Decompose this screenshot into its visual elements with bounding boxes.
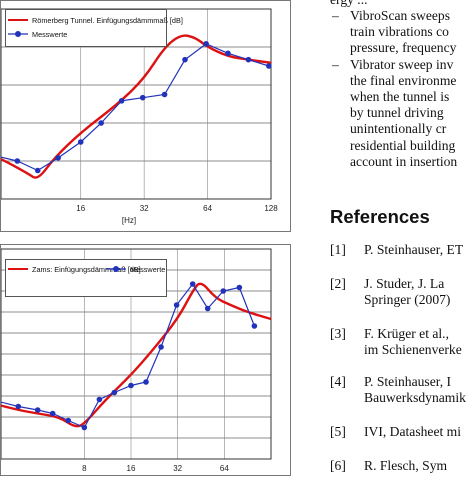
reference-line: IVI, Datasheet mi: [364, 424, 462, 439]
legend-label: Römerberg Tunnel. Einfügungsdämmmaß [dB]: [32, 15, 183, 25]
data-point: [98, 120, 104, 126]
x-axis-label: [Hz]: [122, 216, 136, 225]
reference-number: [2]: [330, 276, 346, 291]
x-tick-label: 64: [203, 204, 212, 213]
legend-blue-marker-icon: [8, 29, 28, 39]
paper-body-text: ergy ... – VibroScan sweeps train vibrat…: [330, 0, 474, 170]
reference-line: F. Krüger et al.,: [364, 326, 449, 341]
legend-entry-red: Zams: Einfügungsdämmmaß [dB]: [8, 264, 141, 274]
legend-red-line-icon: [8, 15, 28, 25]
body-line: unintentionally cr: [350, 121, 447, 137]
chart-panel-top: 16 32 64 128 [Hz] Römerberg Tunnel. Einfügun…: [0, 0, 291, 232]
data-point: [266, 63, 272, 69]
data-point: [81, 424, 88, 431]
data-point: [139, 94, 146, 101]
body-line: account in insertion: [350, 153, 458, 169]
data-point: [34, 167, 41, 174]
series-line-red: [1, 282, 272, 428]
x-tick-label: 16: [127, 464, 136, 473]
legend-entry-red: Römerberg Tunnel. Einfügungsdämmmaß [dB]: [8, 15, 183, 25]
body-line: train vibrations co: [350, 24, 449, 40]
x-tick-label: 32: [140, 204, 149, 213]
data-point: [225, 50, 231, 57]
reference-line: J. Studer, J. La: [364, 276, 445, 291]
data-point: [128, 382, 134, 389]
data-point: [77, 139, 84, 145]
reference-number: [3]: [330, 326, 346, 341]
reference-line: P. Steinhauser, I: [364, 374, 452, 389]
x-tick-label: 16: [76, 204, 85, 213]
legend-label: Messwerte: [130, 264, 166, 274]
body-line: ergy ...: [330, 0, 474, 8]
reference-number: [5]: [330, 424, 346, 439]
chart-legend-top: Römerberg Tunnel. Einfügungsdämmmaß [dB]…: [5, 9, 183, 47]
x-tick-label: 128: [264, 204, 278, 213]
data-point: [251, 323, 258, 329]
reference-line: R. Flesch, Sym: [364, 458, 448, 473]
data-point: [14, 158, 21, 164]
legend-entry-blue: Messwerte: [106, 264, 165, 274]
data-point: [189, 281, 196, 287]
reference-number: [1]: [330, 242, 346, 257]
data-point: [158, 344, 164, 350]
bullet-dash: –: [332, 56, 339, 72]
series-line-blue: [1, 43, 270, 172]
body-line: Vibrator sweep inv: [350, 56, 454, 72]
reference-number: [4]: [330, 374, 346, 389]
data-point: [204, 305, 211, 312]
data-point: [203, 41, 209, 47]
series-line-blue: [1, 282, 255, 429]
legend-red-line-icon: [8, 264, 28, 274]
reference-line: P. Steinhauser, ET: [364, 242, 464, 257]
reference-line: im Schienenverke: [364, 342, 462, 357]
reference-line: Bauwerksdynamik: [364, 390, 466, 405]
legend-entry-blue: Messwerte: [8, 29, 67, 39]
legend-blue-marker-icon: [106, 264, 126, 274]
data-point: [245, 56, 252, 63]
data-point: [65, 417, 72, 424]
reference-number: [6]: [330, 458, 346, 473]
data-point: [55, 155, 61, 161]
data-point: [15, 403, 22, 410]
bullet-item: – Vibrator sweep inv the final environme…: [330, 57, 474, 170]
reference-line: Springer (2007): [364, 292, 451, 307]
data-point: [236, 284, 243, 291]
body-line: by tunnel driving: [350, 105, 444, 121]
data-point: [96, 396, 103, 403]
body-line: when the tunnel is: [350, 89, 450, 105]
data-point: [220, 288, 227, 294]
references-heading: References: [330, 206, 430, 227]
chart-legend-bottom: Zams: Einfügungsdämmmaß [dB] Messwerte: [5, 259, 167, 297]
data-point: [34, 407, 41, 413]
data-point: [143, 379, 149, 385]
x-tick-label: 32: [173, 464, 182, 473]
plot-frame: [1, 248, 272, 460]
data-point: [161, 91, 168, 98]
body-line: the final environme: [350, 72, 457, 88]
bullet-item: – VibroScan sweeps train vibrations co p…: [330, 8, 474, 57]
legend-label: Messwerte: [32, 29, 68, 39]
x-tick-label: 64: [220, 464, 229, 473]
body-line: VibroScan sweeps: [350, 8, 450, 23]
data-point: [173, 302, 180, 308]
data-point: [49, 410, 56, 417]
body-line: residential building: [350, 137, 456, 153]
series-line-red: [1, 34, 272, 179]
data-point: [111, 389, 118, 396]
x-tick-label: 8: [82, 464, 87, 473]
data-point: [182, 56, 188, 63]
legend-label: Zams: Einfügungsdämmmaß [dB]: [32, 264, 141, 274]
data-point: [118, 98, 125, 104]
bullet-dash: –: [332, 8, 339, 23]
body-line: pressure, frequency: [350, 40, 457, 56]
